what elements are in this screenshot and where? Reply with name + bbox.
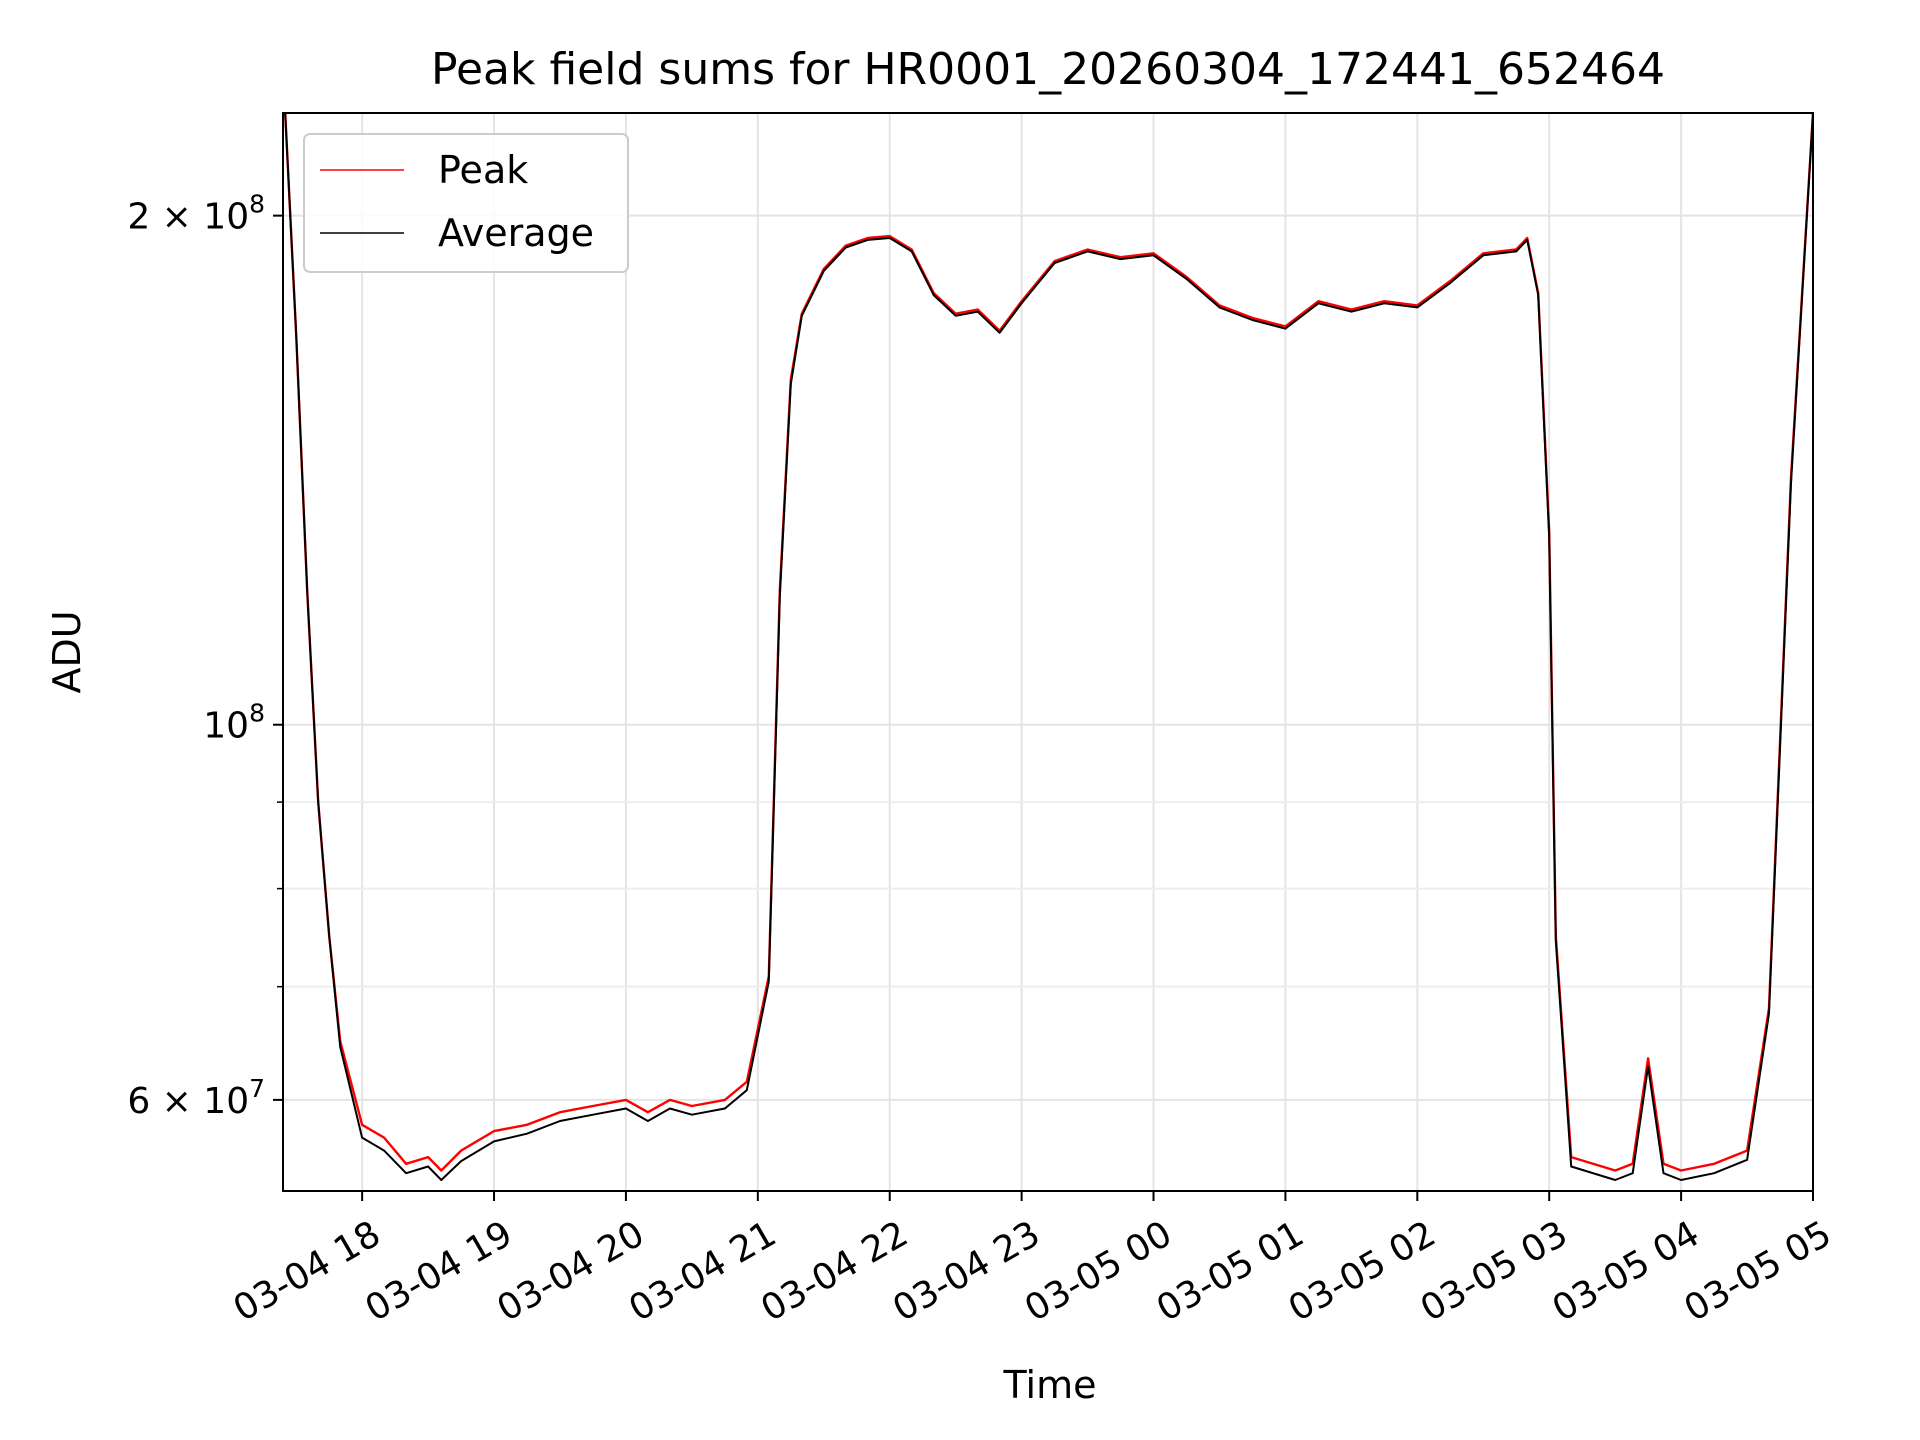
legend-label-peak: Peak <box>438 148 528 192</box>
y-tick-exponent: 8 <box>249 699 265 728</box>
y-tick-base: 2 × 10 <box>127 197 249 238</box>
y-tick-label: 6 × 107 <box>127 1074 265 1122</box>
series-layer <box>284 113 1813 1181</box>
plot-frame <box>282 112 1814 1192</box>
legend-box <box>303 133 629 273</box>
x-axis-label: Time <box>1003 1363 1097 1407</box>
y-tick-label: 2 × 108 <box>127 190 265 238</box>
y-tick-base: 6 × 10 <box>127 1081 249 1122</box>
y-tick-base: 10 <box>203 706 249 747</box>
y-axis-label: ADU <box>45 610 89 693</box>
y-tick-label: 108 <box>203 699 265 747</box>
legend-label-average: Average <box>438 211 594 255</box>
legend: Peak Average <box>303 133 629 273</box>
y-tick-exponent: 7 <box>249 1074 265 1103</box>
series-line-average <box>284 113 1813 1181</box>
y-tick-exponent: 8 <box>249 190 265 219</box>
chart-title: Peak field sums for HR0001_20260304_1724… <box>431 44 1665 95</box>
grid <box>283 113 1814 1191</box>
